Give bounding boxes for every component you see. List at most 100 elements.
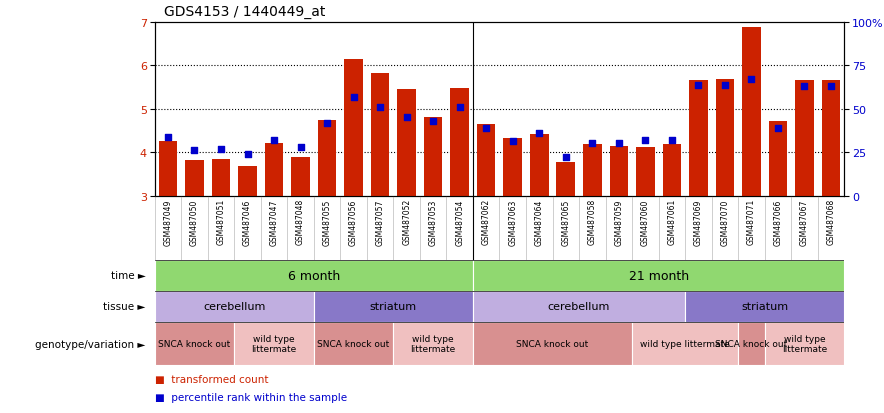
Text: GSM487071: GSM487071 bbox=[747, 199, 756, 245]
Bar bbox=[345, 59, 363, 196]
Point bbox=[479, 126, 493, 132]
Bar bbox=[765, 322, 844, 366]
Point bbox=[293, 144, 308, 151]
Text: GSM487055: GSM487055 bbox=[323, 199, 332, 245]
Text: GSM487048: GSM487048 bbox=[296, 199, 305, 245]
Bar bbox=[318, 121, 337, 196]
Text: wild type
littermate: wild type littermate bbox=[251, 334, 297, 354]
Bar bbox=[477, 125, 495, 196]
Bar bbox=[473, 260, 844, 291]
Text: GSM487060: GSM487060 bbox=[641, 199, 650, 245]
Bar bbox=[393, 322, 473, 366]
Text: 21 month: 21 month bbox=[629, 269, 689, 282]
Bar bbox=[530, 135, 548, 196]
Text: GDS4153 / 1440449_at: GDS4153 / 1440449_at bbox=[164, 5, 325, 19]
Text: striatum: striatum bbox=[741, 301, 789, 312]
Bar bbox=[234, 322, 314, 366]
Text: SNCA knock out: SNCA knock out bbox=[516, 339, 589, 348]
Text: genotype/variation ►: genotype/variation ► bbox=[35, 339, 146, 349]
Point bbox=[665, 138, 679, 144]
Bar bbox=[292, 158, 310, 196]
Point bbox=[691, 82, 705, 89]
Bar bbox=[155, 260, 473, 291]
Bar bbox=[557, 162, 575, 196]
Bar bbox=[768, 121, 787, 196]
Text: GSM487054: GSM487054 bbox=[455, 199, 464, 245]
Bar bbox=[685, 291, 844, 322]
Bar bbox=[397, 90, 415, 196]
Text: GSM487061: GSM487061 bbox=[667, 199, 676, 245]
Text: GSM487057: GSM487057 bbox=[376, 199, 385, 245]
Text: SNCA knock out: SNCA knock out bbox=[317, 339, 390, 348]
Text: GSM487053: GSM487053 bbox=[429, 199, 438, 245]
Point bbox=[638, 138, 652, 144]
Bar bbox=[371, 74, 389, 196]
Point bbox=[744, 77, 758, 83]
Text: GSM487062: GSM487062 bbox=[482, 199, 491, 245]
Bar bbox=[155, 291, 314, 322]
Text: GSM487063: GSM487063 bbox=[508, 199, 517, 245]
Point bbox=[240, 152, 255, 158]
Bar bbox=[159, 142, 177, 196]
Text: GSM487059: GSM487059 bbox=[614, 199, 623, 245]
Text: GSM487049: GSM487049 bbox=[164, 199, 172, 245]
Text: GSM487064: GSM487064 bbox=[535, 199, 544, 245]
Point bbox=[771, 126, 785, 132]
Point bbox=[267, 138, 281, 144]
Point bbox=[373, 104, 387, 111]
Text: tissue ►: tissue ► bbox=[103, 301, 146, 312]
Text: GSM487052: GSM487052 bbox=[402, 199, 411, 245]
Point bbox=[187, 147, 202, 154]
Point bbox=[161, 134, 175, 141]
Text: GSM487050: GSM487050 bbox=[190, 199, 199, 245]
Bar bbox=[451, 89, 469, 196]
Text: GSM487069: GSM487069 bbox=[694, 199, 703, 245]
Text: GSM487056: GSM487056 bbox=[349, 199, 358, 245]
Point bbox=[824, 83, 838, 90]
Text: ■  percentile rank within the sample: ■ percentile rank within the sample bbox=[155, 392, 347, 402]
Bar bbox=[265, 143, 283, 196]
Text: GSM487047: GSM487047 bbox=[270, 199, 278, 245]
Text: ■  transformed count: ■ transformed count bbox=[155, 374, 268, 384]
Bar bbox=[212, 159, 230, 196]
Bar bbox=[314, 322, 393, 366]
Bar bbox=[716, 80, 734, 196]
Text: GSM487068: GSM487068 bbox=[827, 199, 835, 245]
Bar bbox=[743, 28, 760, 196]
Bar bbox=[473, 291, 685, 322]
Point bbox=[612, 140, 626, 147]
Bar bbox=[822, 81, 840, 196]
Bar bbox=[473, 322, 632, 366]
Bar bbox=[690, 81, 707, 196]
Point bbox=[320, 120, 334, 127]
Text: GSM487058: GSM487058 bbox=[588, 199, 597, 245]
Bar bbox=[155, 322, 234, 366]
Text: GSM487067: GSM487067 bbox=[800, 199, 809, 245]
Bar bbox=[186, 161, 203, 196]
Point bbox=[400, 114, 414, 121]
Text: cerebellum: cerebellum bbox=[203, 301, 265, 312]
Text: 6 month: 6 month bbox=[287, 269, 340, 282]
Text: GSM487051: GSM487051 bbox=[217, 199, 225, 245]
Text: GSM487065: GSM487065 bbox=[561, 199, 570, 245]
Bar bbox=[636, 147, 654, 196]
Bar bbox=[738, 322, 765, 366]
Point bbox=[214, 146, 228, 153]
Text: GSM487066: GSM487066 bbox=[774, 199, 782, 245]
Point bbox=[718, 82, 732, 89]
Text: GSM487070: GSM487070 bbox=[720, 199, 729, 245]
Point bbox=[532, 130, 546, 137]
Point bbox=[585, 140, 599, 147]
Text: SNCA knock out: SNCA knock out bbox=[715, 339, 788, 348]
Text: wild type
littermate: wild type littermate bbox=[410, 334, 456, 354]
Point bbox=[426, 118, 440, 125]
Bar bbox=[314, 291, 473, 322]
Point bbox=[347, 94, 361, 101]
Bar bbox=[632, 322, 738, 366]
Text: time ►: time ► bbox=[111, 271, 146, 281]
Bar bbox=[610, 146, 628, 196]
Bar bbox=[796, 81, 813, 196]
Text: cerebellum: cerebellum bbox=[548, 301, 610, 312]
Bar bbox=[583, 145, 602, 196]
Point bbox=[506, 139, 520, 145]
